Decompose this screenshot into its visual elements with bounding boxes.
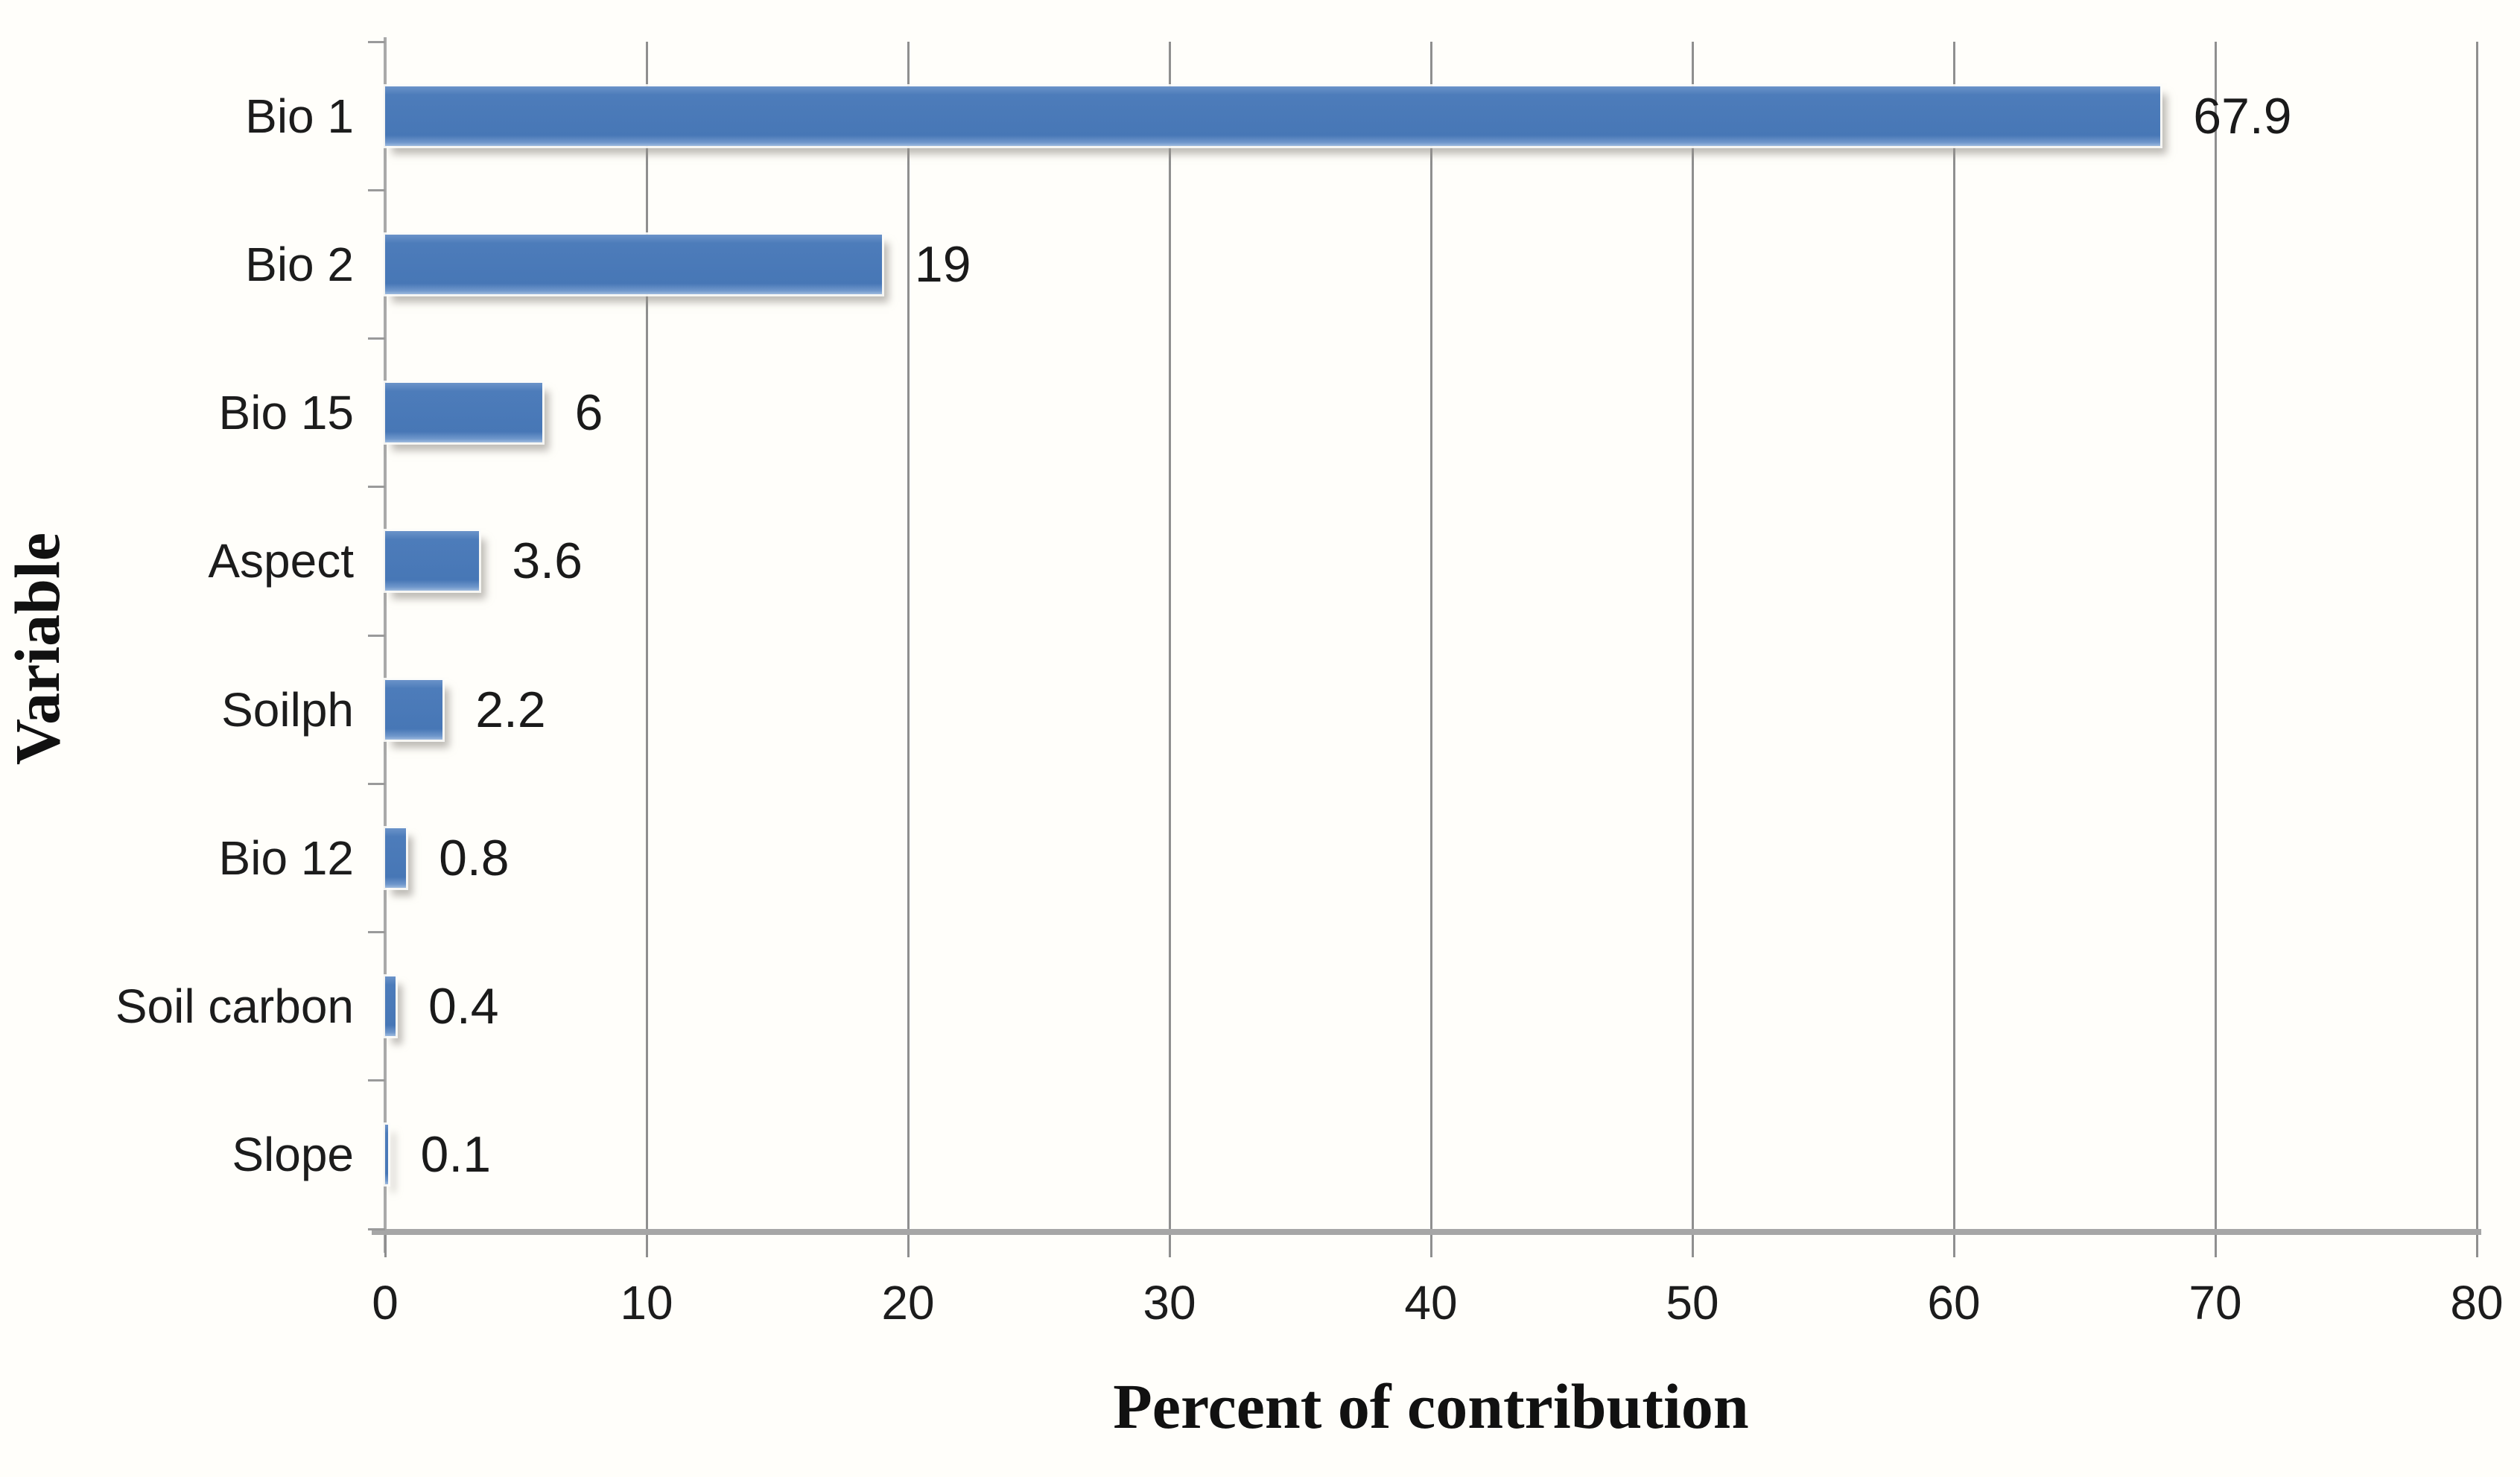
x-tick-mark-50 <box>1691 1235 1694 1257</box>
x-tick-mark-0 <box>384 1235 387 1257</box>
category-label-soilph: Soilph <box>221 682 354 737</box>
x-tick-mark-70 <box>2214 1235 2217 1257</box>
x-tick-mark-80 <box>2475 1235 2478 1257</box>
y-tick-mark-2 <box>368 337 385 340</box>
y-tick-mark-3 <box>368 486 385 489</box>
gridline-80 <box>2475 42 2478 1229</box>
x-tick-label-60: 60 <box>1927 1276 1981 1330</box>
y-tick-mark-5 <box>368 782 385 785</box>
category-label-bio-12: Bio 12 <box>218 830 354 885</box>
category-label-bio-2: Bio 2 <box>245 237 354 291</box>
gridline-70 <box>2214 42 2217 1229</box>
gridline-10 <box>645 42 648 1229</box>
bar-bio-15 <box>385 383 542 443</box>
gridline-60 <box>1952 42 1955 1229</box>
x-tick-mark-40 <box>1429 1235 1432 1257</box>
value-label-bio-1: 67.9 <box>2193 87 2292 144</box>
value-label-aspect: 3.6 <box>512 533 583 590</box>
x-tick-label-30: 30 <box>1143 1276 1196 1330</box>
category-label-soil-carbon: Soil carbon <box>115 979 354 1034</box>
gridline-50 <box>1691 42 1694 1229</box>
x-tick-mark-60 <box>1952 1235 1955 1257</box>
value-label-soil-carbon: 0.4 <box>428 978 499 1035</box>
x-tick-label-40: 40 <box>1404 1276 1458 1330</box>
value-label-bio-2: 19 <box>914 235 971 293</box>
y-tick-mark-8 <box>368 1227 385 1230</box>
x-tick-label-80: 80 <box>2450 1276 2504 1330</box>
x-tick-label-0: 0 <box>372 1276 399 1330</box>
gridline-40 <box>1429 42 1432 1229</box>
y-tick-mark-0 <box>368 40 385 43</box>
gridline-30 <box>1168 42 1171 1229</box>
value-label-slope: 0.1 <box>420 1126 492 1184</box>
x-axis-line <box>372 1229 2481 1235</box>
x-tick-label-20: 20 <box>881 1276 935 1330</box>
x-axis-title: Percent of contribution <box>1113 1370 1749 1442</box>
y-tick-mark-6 <box>368 931 385 933</box>
bar-soil-carbon <box>385 976 396 1037</box>
x-tick-mark-10 <box>645 1235 648 1257</box>
y-axis-line <box>384 37 387 1253</box>
x-tick-mark-20 <box>907 1235 910 1257</box>
x-tick-mark-30 <box>1168 1235 1171 1257</box>
y-tick-mark-7 <box>368 1079 385 1082</box>
bar-bio-1 <box>385 86 2161 146</box>
bar-bio-12 <box>385 828 407 888</box>
bar-soilph <box>385 679 443 740</box>
y-tick-mark-1 <box>368 188 385 191</box>
bar-aspect <box>385 531 480 591</box>
y-tick-mark-4 <box>368 634 385 637</box>
category-label-bio-15: Bio 15 <box>218 386 354 440</box>
value-label-bio-15: 6 <box>574 384 603 442</box>
category-label-aspect: Aspect <box>208 534 354 588</box>
category-label-bio-1: Bio 1 <box>245 89 354 143</box>
bar-bio-2 <box>385 234 882 294</box>
gridline-20 <box>907 42 910 1229</box>
x-tick-label-50: 50 <box>1666 1276 1719 1330</box>
category-label-slope: Slope <box>232 1128 354 1182</box>
bar-slope <box>385 1125 388 1185</box>
plot-area <box>385 42 2478 1229</box>
x-tick-label-10: 10 <box>620 1276 673 1330</box>
x-tick-label-70: 70 <box>2189 1276 2242 1330</box>
value-label-bio-12: 0.8 <box>439 829 510 886</box>
value-label-soilph: 2.2 <box>475 681 546 738</box>
